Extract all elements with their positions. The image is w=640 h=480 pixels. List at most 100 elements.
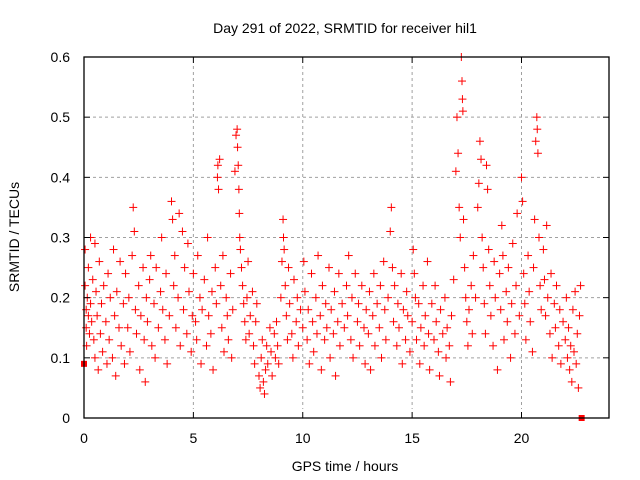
data-point: [543, 293, 552, 302]
data-point: [369, 269, 378, 278]
data-points: [81, 53, 585, 421]
data-point: [414, 299, 423, 308]
data-point: [195, 293, 204, 302]
data-point: [366, 365, 375, 374]
data-point: [515, 311, 524, 320]
data-point: [317, 365, 326, 374]
data-point: [189, 269, 198, 278]
data-point: [568, 305, 577, 314]
y-tick-label: 0.4: [51, 169, 71, 185]
data-point: [192, 335, 201, 344]
data-point: [540, 275, 549, 284]
data-point: [125, 347, 134, 356]
data-point: [471, 293, 480, 302]
data-point: [162, 269, 171, 278]
data-point: [541, 311, 550, 320]
data-point: [87, 317, 96, 326]
data-point: [465, 305, 473, 314]
data-point: [276, 293, 285, 302]
data-point: [233, 143, 242, 152]
data-point: [311, 293, 320, 302]
data-point: [224, 335, 233, 344]
data-point: [150, 299, 158, 308]
data-point: [105, 335, 114, 344]
data-point: [135, 365, 144, 374]
data-point: [388, 263, 397, 272]
data-point: [416, 323, 425, 332]
data-point: [216, 281, 225, 290]
data-point: [512, 281, 521, 290]
data-point: [420, 341, 429, 350]
data-point: [200, 275, 209, 284]
data-point: [93, 311, 102, 320]
data-point: [120, 359, 129, 368]
data-point: [469, 251, 478, 260]
data-point: [556, 359, 565, 368]
data-point: [458, 107, 467, 116]
data-point: [246, 311, 255, 320]
data-point: [380, 305, 389, 314]
data-point: [128, 251, 137, 260]
data-point: [209, 365, 218, 374]
data-point: [207, 287, 216, 296]
data-point: [84, 263, 93, 272]
data-point: [178, 227, 187, 236]
data-point: [296, 305, 305, 314]
data-point: [132, 329, 141, 338]
data-point: [376, 281, 385, 290]
x-axis-label: GPS time / hours: [292, 458, 399, 474]
data-point: [85, 329, 94, 338]
data-point: [411, 293, 420, 302]
data-point: [503, 317, 512, 326]
data-point: [498, 251, 507, 260]
data-point: [165, 311, 174, 320]
data-point: [212, 299, 221, 308]
data-point: [187, 347, 196, 356]
data-point: [431, 281, 440, 290]
data-point: [566, 341, 575, 350]
data-point: [227, 353, 236, 362]
data-point: [322, 323, 331, 332]
data-point: [415, 359, 424, 368]
data-point: [533, 125, 542, 134]
data-point: [217, 323, 226, 332]
data-point: [481, 329, 490, 338]
data-point: [222, 293, 231, 302]
y-tick-label: 0.2: [51, 290, 71, 306]
data-point: [180, 263, 189, 272]
data-point: [117, 341, 126, 350]
data-point: [176, 341, 185, 350]
data-point: [403, 311, 412, 320]
data-point: [129, 203, 138, 212]
data-point: [338, 299, 347, 308]
data-point: [179, 305, 188, 314]
data-point: [280, 245, 289, 254]
data-point: [262, 341, 271, 350]
data-point: [410, 269, 419, 278]
data-point: [537, 305, 546, 314]
data-point: [333, 317, 342, 326]
data-point: [282, 311, 291, 320]
data-point: [204, 311, 213, 320]
data-point: [116, 257, 125, 266]
data-point: [368, 311, 377, 320]
data-point: [477, 155, 486, 164]
data-point: [214, 185, 223, 194]
data-point: [279, 215, 288, 224]
data-point: [463, 341, 472, 350]
data-point: [564, 323, 573, 332]
data-point: [475, 137, 484, 146]
data-point: [141, 377, 150, 386]
data-point: [561, 335, 570, 344]
data-point: [99, 281, 108, 290]
data-point: [520, 299, 529, 308]
data-point: [248, 287, 257, 296]
data-point: [158, 305, 167, 314]
data-point: [287, 329, 296, 338]
data-point: [316, 311, 325, 320]
data-point: [213, 161, 222, 170]
data-point: [502, 287, 511, 296]
data-point: [109, 245, 118, 254]
data-point: [525, 287, 534, 296]
data-point: [449, 275, 458, 284]
